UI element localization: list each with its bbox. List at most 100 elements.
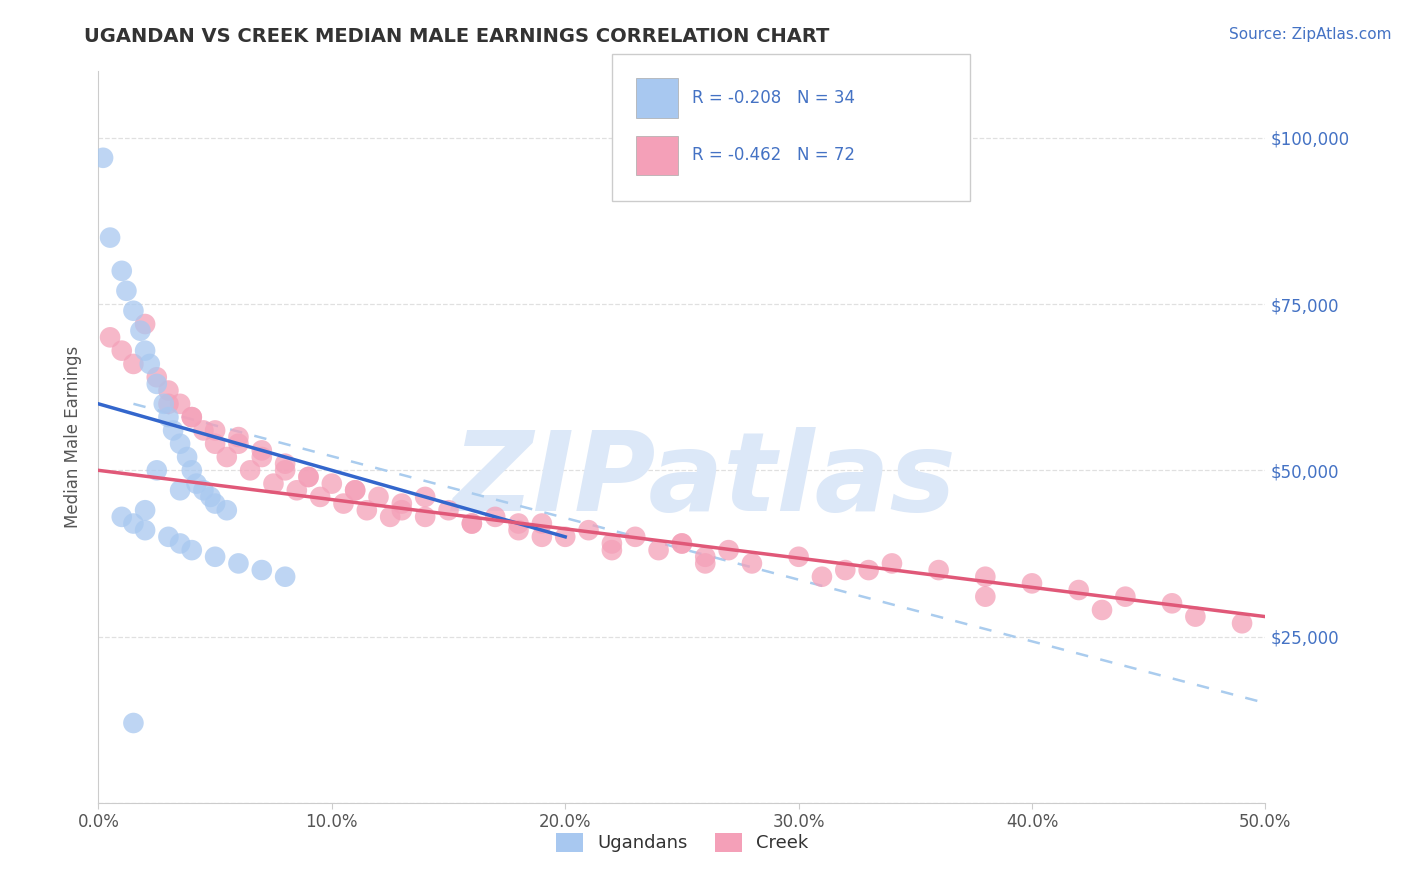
Text: R = -0.208   N = 34: R = -0.208 N = 34 — [692, 89, 855, 107]
Point — [146, 370, 169, 384]
Point — [309, 490, 332, 504]
Point — [356, 503, 378, 517]
Point — [122, 516, 145, 531]
Point — [858, 563, 880, 577]
Point — [139, 357, 162, 371]
Point — [180, 543, 202, 558]
Point — [391, 497, 413, 511]
Point — [193, 424, 215, 438]
Point — [204, 549, 226, 564]
Point — [1091, 603, 1114, 617]
Point — [98, 230, 121, 244]
Point — [250, 450, 273, 464]
Point — [717, 543, 740, 558]
Text: ZIPatlas: ZIPatlas — [453, 427, 957, 534]
Point — [787, 549, 810, 564]
Point — [193, 483, 215, 498]
Point — [880, 557, 903, 571]
Point — [274, 457, 297, 471]
Point — [413, 490, 436, 504]
Text: UGANDAN VS CREEK MEDIAN MALE EARNINGS CORRELATION CHART: UGANDAN VS CREEK MEDIAN MALE EARNINGS CO… — [84, 27, 830, 45]
Point — [461, 516, 484, 531]
Point — [115, 284, 138, 298]
Point — [228, 430, 250, 444]
Point — [321, 476, 343, 491]
Point — [1067, 582, 1090, 597]
Text: Source: ZipAtlas.com: Source: ZipAtlas.com — [1229, 27, 1392, 42]
Point — [200, 490, 222, 504]
Point — [157, 384, 180, 398]
Point — [974, 570, 997, 584]
Legend: Ugandans, Creek: Ugandans, Creek — [548, 826, 815, 860]
Point — [111, 509, 134, 524]
Point — [530, 530, 553, 544]
Point — [624, 530, 647, 544]
Point — [250, 563, 273, 577]
Point — [215, 450, 238, 464]
Point — [297, 470, 319, 484]
Point — [180, 463, 202, 477]
Point — [169, 397, 191, 411]
Point — [204, 497, 226, 511]
Point — [600, 536, 623, 550]
Point — [600, 543, 623, 558]
Point — [134, 523, 156, 537]
Point — [204, 436, 226, 450]
Point — [437, 503, 460, 517]
Point — [484, 509, 506, 524]
Point — [169, 436, 191, 450]
Point — [98, 330, 121, 344]
Point — [578, 523, 600, 537]
Point — [285, 483, 308, 498]
Point — [508, 523, 530, 537]
Point — [508, 516, 530, 531]
Point — [1114, 590, 1136, 604]
Point — [122, 716, 145, 731]
Point — [297, 470, 319, 484]
Point — [1021, 576, 1043, 591]
Point — [180, 410, 202, 425]
Point — [239, 463, 262, 477]
Point — [146, 376, 169, 391]
Point — [332, 497, 354, 511]
Point — [391, 503, 413, 517]
Point — [157, 530, 180, 544]
Point — [671, 536, 693, 550]
Point — [152, 397, 174, 411]
Point — [461, 516, 484, 531]
Point — [811, 570, 834, 584]
Point — [134, 317, 156, 331]
Point — [111, 264, 134, 278]
Point — [530, 516, 553, 531]
Point — [834, 563, 856, 577]
Point — [928, 563, 950, 577]
Point — [204, 424, 226, 438]
Text: R = -0.462   N = 72: R = -0.462 N = 72 — [692, 146, 855, 164]
Point — [1161, 596, 1184, 610]
Point — [129, 324, 152, 338]
Point — [274, 463, 297, 477]
Point — [250, 443, 273, 458]
Point — [122, 357, 145, 371]
Point — [554, 530, 576, 544]
Point — [162, 424, 184, 438]
Point — [262, 476, 284, 491]
Point — [380, 509, 402, 524]
Point — [647, 543, 669, 558]
Point — [344, 483, 367, 498]
Y-axis label: Median Male Earnings: Median Male Earnings — [65, 346, 83, 528]
Point — [1184, 609, 1206, 624]
Point — [228, 557, 250, 571]
Point — [134, 343, 156, 358]
Point — [122, 303, 145, 318]
Point — [169, 536, 191, 550]
Point — [413, 509, 436, 524]
Point — [134, 503, 156, 517]
Point — [180, 410, 202, 425]
Point — [274, 570, 297, 584]
Point — [176, 450, 198, 464]
Point — [228, 436, 250, 450]
Point — [146, 463, 169, 477]
Point — [91, 151, 114, 165]
Point — [671, 536, 693, 550]
